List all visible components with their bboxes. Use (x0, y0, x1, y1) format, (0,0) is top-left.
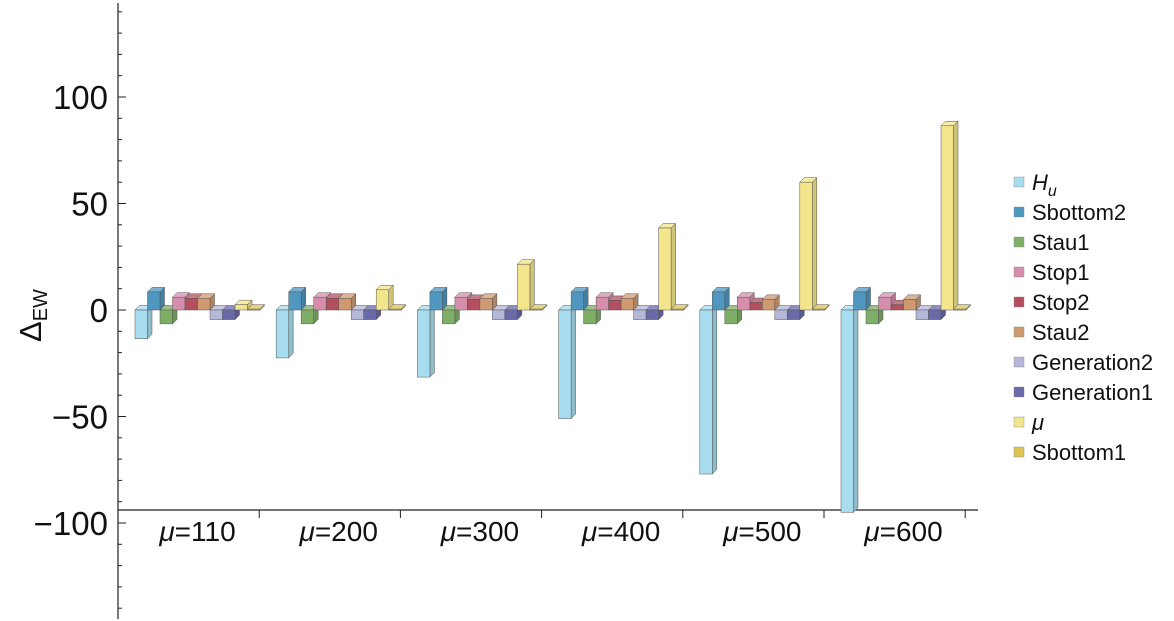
category-label: μ=300 (440, 516, 519, 547)
legend-swatch (1013, 266, 1025, 278)
category-label: μ=600 (863, 516, 942, 547)
bar (852, 286, 872, 311)
bar (375, 284, 394, 311)
category-label: μ=110 (158, 516, 235, 547)
legend-swatch (1013, 296, 1025, 308)
legend-label: Sbottom1 (1032, 440, 1126, 465)
legend-swatch (1013, 356, 1025, 368)
legend-label: Stau2 (1032, 320, 1090, 345)
legend-swatch (1013, 326, 1025, 338)
y-tick-label: 0 (90, 292, 108, 329)
bar (416, 304, 436, 378)
legend-label: Sbottom2 (1032, 200, 1126, 225)
bars (134, 120, 972, 513)
bar (582, 304, 602, 325)
bar (657, 222, 677, 311)
bar (557, 304, 577, 420)
x-ticks: μ=110 μ=200 μ=300 μ=400 μ=500 μ=600 (117, 510, 966, 547)
bar (338, 293, 357, 311)
legend-swatch (1013, 446, 1025, 458)
legend-swatch (1013, 176, 1025, 188)
bar (246, 304, 266, 311)
bar (811, 304, 830, 311)
bar (952, 304, 972, 311)
legend-label: μ (1031, 410, 1044, 435)
category-label: μ=200 (298, 516, 377, 547)
legend-swatch (1013, 206, 1025, 218)
bar (288, 286, 307, 311)
y-ticks: 100 50 0 −50 −100 (34, 11, 126, 609)
bar (699, 304, 718, 475)
bar (711, 286, 730, 311)
bar (529, 304, 548, 311)
legend-label: Stau1 (1032, 230, 1090, 255)
legend-swatch (1013, 416, 1025, 428)
bar (134, 304, 153, 340)
bar (570, 286, 589, 311)
bar (479, 293, 498, 311)
category-label: μ=500 (722, 516, 801, 547)
bar (902, 294, 922, 311)
legend-swatch (1013, 386, 1025, 398)
bar (761, 294, 780, 311)
bar (196, 293, 216, 311)
bar (840, 304, 859, 513)
legend-label: Generation2 (1032, 350, 1153, 375)
bar (146, 286, 166, 311)
bar (670, 304, 689, 311)
bar (388, 304, 407, 311)
bar (275, 304, 294, 359)
legend-label: Stop2 (1032, 290, 1090, 315)
bar (620, 293, 639, 311)
category-label: μ=400 (581, 516, 660, 547)
legend-label: Stop1 (1032, 260, 1090, 285)
bar (516, 259, 536, 311)
legend-label: Generation1 (1032, 380, 1153, 405)
legend-swatch (1013, 236, 1025, 248)
legend-label: Hu (1032, 170, 1057, 200)
bar (429, 286, 448, 311)
y-axis-label: ΔEW (13, 289, 52, 342)
bar (940, 120, 959, 311)
y-tick-label: 100 (53, 79, 108, 116)
y-tick-label: 50 (71, 186, 108, 223)
bar (799, 177, 818, 311)
y-tick-label: −100 (34, 505, 108, 542)
y-tick-label: −50 (52, 399, 108, 436)
